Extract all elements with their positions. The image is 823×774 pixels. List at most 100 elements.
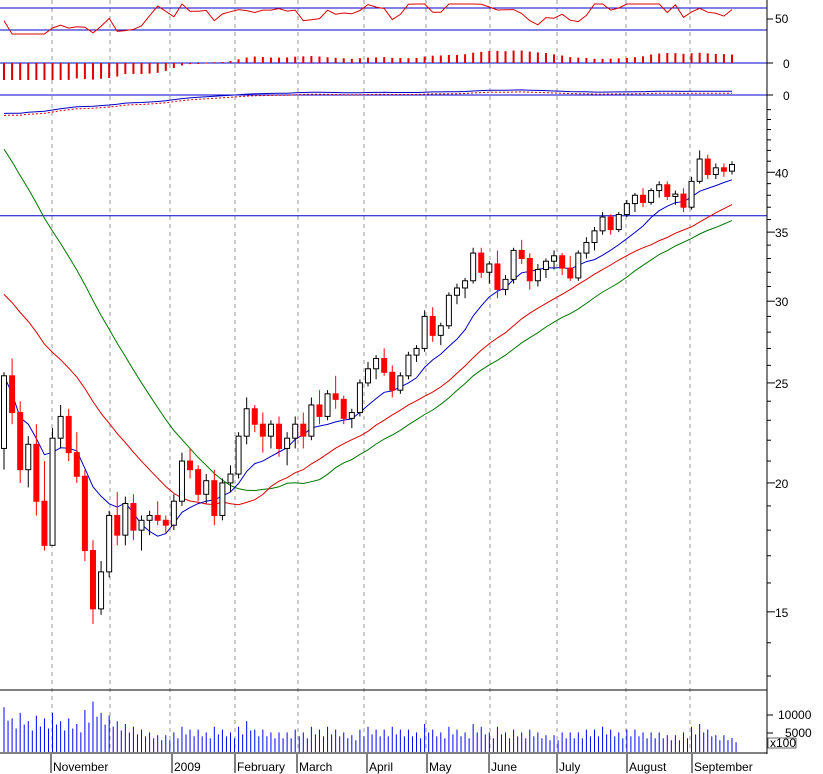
oscillator-panel	[0, 3, 767, 35]
candle-body-63	[510, 249, 517, 280]
oscillator-tick-label: 50	[775, 12, 789, 26]
oscillator-line	[3, 3, 733, 35]
histogram-bar-5	[43, 63, 46, 80]
candle-body-30	[243, 408, 250, 437]
histogram-bar-72	[585, 57, 588, 63]
candle-body-47	[381, 357, 388, 373]
histogram-bar-21	[172, 63, 175, 69]
histogram-bar-10	[83, 63, 86, 80]
candle-body-65	[526, 257, 533, 282]
candle-body-35	[284, 437, 291, 449]
volume-panel	[3, 701, 737, 752]
histogram-bar-76	[617, 58, 620, 63]
candle-body-87	[704, 158, 711, 176]
candle-body-67	[542, 260, 549, 270]
histogram-bar-75	[609, 58, 612, 63]
histogram-bar-58	[472, 52, 475, 63]
candle-body-14	[114, 514, 121, 536]
histogram-bar-63	[512, 50, 515, 63]
candle-body-16	[130, 503, 137, 531]
candle-body-29	[235, 435, 242, 475]
histogram-bar-37	[302, 56, 305, 63]
histogram-bar-74	[601, 58, 604, 63]
histogram-bar-53	[431, 55, 434, 63]
histogram-bar-49	[399, 57, 402, 63]
candle-body-45	[365, 368, 371, 384]
histogram-bar-62	[504, 51, 507, 63]
candle-body-17	[138, 519, 145, 531]
candle-body-81	[656, 184, 663, 192]
candle-body-6	[49, 437, 56, 546]
histogram-bar-48	[391, 57, 394, 63]
histogram-bar-38	[310, 56, 313, 63]
histogram-bar-6	[51, 63, 54, 80]
histogram-bar-52	[423, 56, 426, 63]
candle-body-82	[664, 184, 671, 197]
candle-body-40	[324, 393, 331, 417]
histogram-bar-41	[334, 57, 337, 63]
candle-body-58	[470, 252, 477, 282]
candle-body-0	[1, 375, 7, 449]
histogram-bar-27	[221, 62, 224, 64]
candle-body-77	[623, 203, 630, 216]
histogram-bar-25	[205, 62, 208, 64]
candle-body-12	[98, 571, 105, 610]
candle-body-51	[413, 347, 420, 356]
candle-body-11	[89, 550, 96, 610]
candle-body-68	[551, 255, 558, 262]
histogram-bar-17	[140, 63, 143, 75]
histogram-bar-31	[253, 56, 256, 63]
candle-body-34	[276, 423, 283, 449]
histogram-bar-42	[342, 58, 345, 63]
candle-body-1	[9, 375, 16, 414]
histogram-bar-54	[439, 55, 442, 63]
candle-body-25	[203, 480, 210, 495]
candle-body-38	[308, 404, 315, 437]
candle-body-22	[178, 460, 185, 502]
histogram-bar-43	[350, 58, 353, 63]
histogram-bar-68	[553, 54, 556, 63]
histogram-bar-60	[488, 51, 491, 63]
price-tick-label-0: 15	[775, 606, 789, 620]
histogram-bar-83	[674, 53, 677, 63]
candle-body-71	[575, 252, 582, 279]
candle-body-64	[518, 249, 525, 259]
histogram-bar-29	[237, 59, 240, 63]
indicator-lines-panel	[0, 89, 767, 116]
candle-body-43	[348, 412, 355, 419]
candle-body-57	[462, 280, 469, 289]
histogram-bar-56	[455, 54, 458, 63]
histogram-bar-20	[164, 63, 167, 71]
price-tick-label-1: 20	[775, 477, 789, 491]
axis-labels: November 2009 February March April May June Jul…	[50, 12, 812, 774]
moving-average-short-line	[3, 179, 733, 537]
candle-body-80	[648, 190, 655, 203]
volume-tick-label-0: 10000	[778, 708, 812, 722]
candle-body-3	[25, 443, 32, 471]
histogram-bar-82	[666, 53, 669, 63]
histogram-bar-73	[593, 58, 596, 63]
month-label-7: July	[559, 760, 580, 774]
signal-line	[3, 91, 732, 116]
candle-body-59	[478, 252, 485, 273]
candle-body-74	[599, 216, 606, 232]
histogram-bar-64	[520, 50, 523, 63]
month-label-1: 2009	[174, 760, 201, 774]
histogram-bar-24	[197, 63, 200, 64]
month-label-6: June	[491, 760, 517, 774]
candle-body-36	[292, 423, 299, 439]
candle-body-27	[219, 482, 226, 516]
histogram-bar-80	[650, 54, 653, 63]
volume-multiplier-box	[767, 737, 797, 749]
volume-tick-label-1: 5000	[785, 726, 812, 740]
price-tick-label-5: 40	[775, 166, 789, 180]
candle-body-54	[437, 325, 444, 336]
histogram-bar-30	[245, 57, 248, 63]
histogram-bar-18	[148, 63, 151, 74]
candle-body-9	[73, 452, 80, 477]
month-label-5: May	[429, 760, 452, 774]
candle-body-52	[421, 315, 428, 349]
histogram-bar-15	[124, 63, 127, 75]
histogram-bar-70	[569, 57, 572, 63]
